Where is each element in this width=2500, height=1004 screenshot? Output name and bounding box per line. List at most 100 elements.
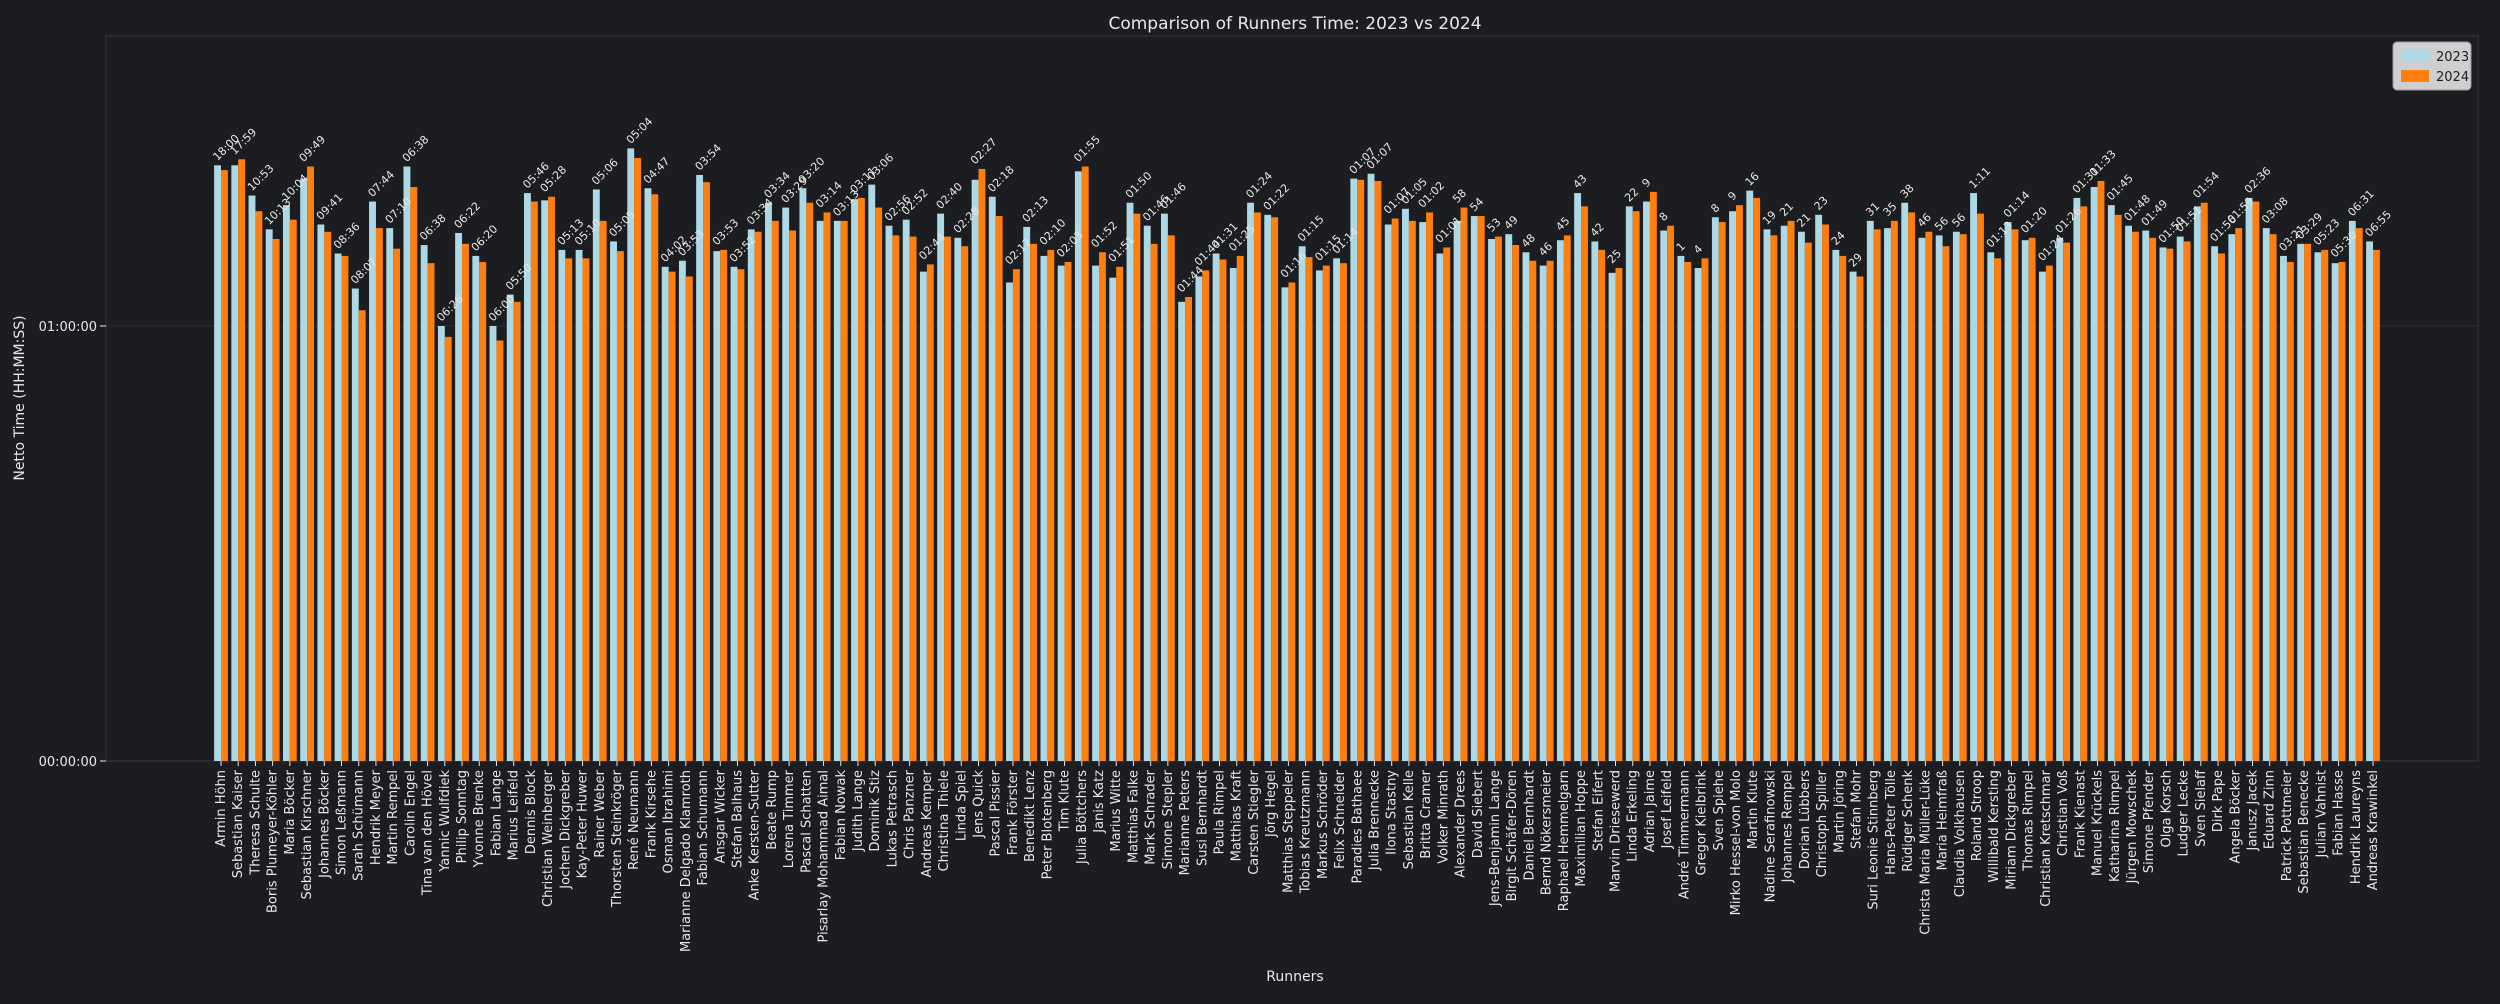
bar-2024 <box>1116 266 1124 761</box>
bar-2024 <box>1426 212 1434 761</box>
bar-2023 <box>1901 202 1909 761</box>
x-tick-label: Matthias Kraft <box>1230 770 1245 861</box>
bar-2023 <box>833 220 841 761</box>
x-tick-label: Carsten Stiegler <box>1247 769 1262 874</box>
bar-2023 <box>231 165 239 761</box>
bar-2023 <box>437 326 445 761</box>
x-tick-label: Armin Höhn <box>214 770 229 847</box>
x-tick-label: Fabian Schumann <box>696 770 711 885</box>
bar-2024 <box>668 271 676 761</box>
bar-2024 <box>2338 261 2346 761</box>
x-tick-label: Carolin Engel <box>403 770 418 856</box>
bar-2024 <box>1736 205 1743 761</box>
x-tick-label: Jürgen Mowschek <box>2125 770 2140 885</box>
bar-2023 <box>988 196 996 762</box>
bar-2023 <box>1298 246 1306 761</box>
bar-2023 <box>2125 225 2132 762</box>
bar-2023 <box>730 266 738 761</box>
x-tick-label: Tim Klute <box>1058 770 1073 832</box>
bar-2023 <box>420 245 428 761</box>
bar-2024 <box>1047 249 1055 761</box>
x-tick-label: Olga Korsch <box>2159 770 2174 848</box>
bar-2023 <box>1178 301 1186 761</box>
x-tick-label: Maria Heimfraß <box>1936 770 1951 870</box>
bar-2024 <box>1064 261 1072 761</box>
bar-2023 <box>1574 193 1582 762</box>
x-tick-label: Martin Rempel <box>386 770 401 865</box>
x-tick-label: Pascal Pissier <box>989 769 1004 856</box>
bar-2024 <box>530 201 538 761</box>
bar-2023 <box>627 148 635 761</box>
bar-2023 <box>1160 213 1168 761</box>
bar-2024 <box>1322 265 1330 761</box>
bar-2024 <box>1718 222 1726 762</box>
x-tick-label: Sven Spiehe <box>1712 770 1727 851</box>
bar-2024 <box>1804 242 1812 761</box>
bar-2023 <box>2159 247 2167 762</box>
x-tick-label: Lorena Timmer <box>782 769 797 868</box>
bar-2024 <box>1563 235 1571 761</box>
x-tick-label: Lukas Petrasch <box>885 770 900 867</box>
bar-2023 <box>1470 216 1478 761</box>
bar-2024 <box>1340 263 1347 761</box>
bar-2024 <box>1374 181 1382 761</box>
bar-2024 <box>2304 243 2312 762</box>
bar-2023 <box>1677 255 1685 761</box>
bar-2024 <box>1632 211 1640 762</box>
bar-2024 <box>2321 249 2329 761</box>
bar-2023 <box>782 207 790 762</box>
bar-2023 <box>1488 239 1495 761</box>
bar-2023 <box>1694 268 1702 761</box>
bar-2024 <box>703 182 710 762</box>
bar-2024 <box>1271 217 1279 761</box>
x-tick-label: Julia Böttchers <box>1075 770 1090 865</box>
bar-2024 <box>1581 206 1588 761</box>
bar-2024 <box>2149 237 2157 761</box>
x-tick-label: Marianne Peters <box>1178 770 1193 876</box>
bar-2023 <box>1884 228 1891 761</box>
x-tick-label: Stefan Eifert <box>1591 770 1606 851</box>
x-tick-label: Angela Böcker <box>2228 769 2243 863</box>
bar-2024 <box>806 202 814 761</box>
x-tick-label: André Timmermann <box>1677 770 1692 899</box>
bar-2023 <box>1057 265 1065 761</box>
x-tick-label: Katharina Rimpel <box>2108 770 2123 882</box>
bar-2024 <box>2269 234 2277 761</box>
bar-2023 <box>2176 236 2184 762</box>
x-tick-label: Osman Ibrahimi <box>662 770 677 874</box>
bar-2024 <box>1012 269 1020 761</box>
x-tick-label: Benedikt Lenz <box>1023 770 1038 862</box>
bar-2024 <box>1667 225 1675 762</box>
bar-2023 <box>644 188 652 761</box>
bar-2023 <box>1608 272 1616 761</box>
bar-2023 <box>1436 253 1444 761</box>
bar-2023 <box>678 260 686 761</box>
bar-2023 <box>1591 241 1599 761</box>
x-tick-label: Peter Blotenberg <box>1040 770 1055 879</box>
bar-2024 <box>1615 268 1623 761</box>
x-tick-label: Gregor Kielbrink <box>1695 770 1710 876</box>
bar-2023 <box>1763 229 1771 762</box>
x-tick-label: Tina van den Hövel <box>421 770 436 896</box>
bar-2024 <box>2252 201 2260 761</box>
bar-2023 <box>868 184 876 761</box>
bar-2023 <box>2331 263 2339 761</box>
bar-2023 <box>1109 277 1117 761</box>
bar-2024 <box>2045 265 2053 761</box>
bar-2023 <box>2004 222 2012 762</box>
x-tick-label: Judith Lange <box>851 770 866 852</box>
bar-2024 <box>1253 212 1261 761</box>
bar-2024 <box>375 228 383 761</box>
bar-2023 <box>2039 271 2046 761</box>
bar-2024 <box>1787 220 1795 761</box>
bar-2024 <box>2131 231 2139 761</box>
x-tick-label: Willibald Kersting <box>1987 770 2002 882</box>
bar-2023 <box>1643 201 1650 761</box>
bar-2023 <box>592 189 600 762</box>
x-tick-label: Fabian Hasse <box>2332 770 2347 856</box>
bar-2024 <box>2063 242 2070 761</box>
x-tick-label: Adrian Jaime <box>1643 770 1658 852</box>
x-tick-label: Martin Jöring <box>1832 770 1847 853</box>
bar-2024 <box>1357 179 1365 761</box>
legend-swatch-2023 <box>2401 50 2429 62</box>
